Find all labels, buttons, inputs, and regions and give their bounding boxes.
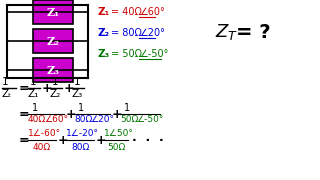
Text: Z₃: Z₃ [97, 49, 109, 59]
Text: +: + [112, 107, 123, 120]
Text: 1: 1 [32, 103, 38, 113]
Text: = 80Ω: = 80Ω [111, 28, 142, 38]
Text: $Z_T$: $Z_T$ [215, 22, 238, 42]
Text: 50Ω: 50Ω [107, 143, 125, 152]
Text: +: + [96, 134, 107, 147]
Text: 40Ω: 40Ω [28, 116, 46, 125]
Text: Z₂: Z₂ [46, 35, 60, 46]
Text: ∠-50°: ∠-50° [136, 116, 164, 125]
Text: = ?: = ? [236, 22, 271, 42]
Text: +: + [42, 82, 52, 94]
Text: 1∠50°: 1∠50° [104, 129, 134, 138]
Text: Z₃: Z₃ [72, 89, 83, 99]
Text: 1∠-20°: 1∠-20° [66, 129, 99, 138]
Text: +: + [58, 134, 68, 147]
Text: 1: 1 [78, 103, 84, 113]
Text: =: = [19, 134, 30, 147]
Text: Z₂: Z₂ [50, 89, 61, 99]
Text: Z₁: Z₁ [97, 7, 109, 17]
FancyBboxPatch shape [33, 29, 73, 53]
Text: Z₁: Z₁ [28, 89, 39, 99]
Text: =: = [19, 107, 30, 120]
Text: ∠60°: ∠60° [139, 7, 165, 17]
FancyBboxPatch shape [33, 0, 73, 24]
Text: 1: 1 [124, 103, 130, 113]
Text: =: = [19, 82, 30, 94]
Text: Z₃: Z₃ [46, 64, 60, 75]
Text: 1∠-60°: 1∠-60° [28, 129, 61, 138]
Text: 1: 1 [74, 77, 81, 87]
Text: +: + [64, 82, 75, 94]
Text: 1: 1 [30, 77, 36, 87]
Text: Z₂: Z₂ [97, 28, 109, 38]
Text: 80Ω: 80Ω [74, 116, 92, 125]
FancyBboxPatch shape [33, 58, 73, 82]
Text: ∠-50°: ∠-50° [139, 49, 168, 59]
Text: ∠20°: ∠20° [139, 28, 165, 38]
Text: 40Ω: 40Ω [33, 143, 51, 152]
Text: = 40Ω: = 40Ω [111, 7, 142, 17]
Text: = 50Ω: = 50Ω [111, 49, 142, 59]
Text: ∠60°: ∠60° [44, 116, 68, 125]
Text: 1: 1 [52, 77, 59, 87]
Text: Zₜ: Zₜ [2, 89, 12, 99]
Text: 50Ω: 50Ω [120, 116, 138, 125]
Text: +: + [66, 107, 76, 120]
Text: ·  ·  ·: · · · [132, 134, 164, 147]
Text: 80Ω: 80Ω [71, 143, 89, 152]
Text: Z₁: Z₁ [46, 6, 60, 17]
Text: 1: 1 [2, 77, 9, 87]
Text: ∠20°: ∠20° [90, 116, 114, 125]
